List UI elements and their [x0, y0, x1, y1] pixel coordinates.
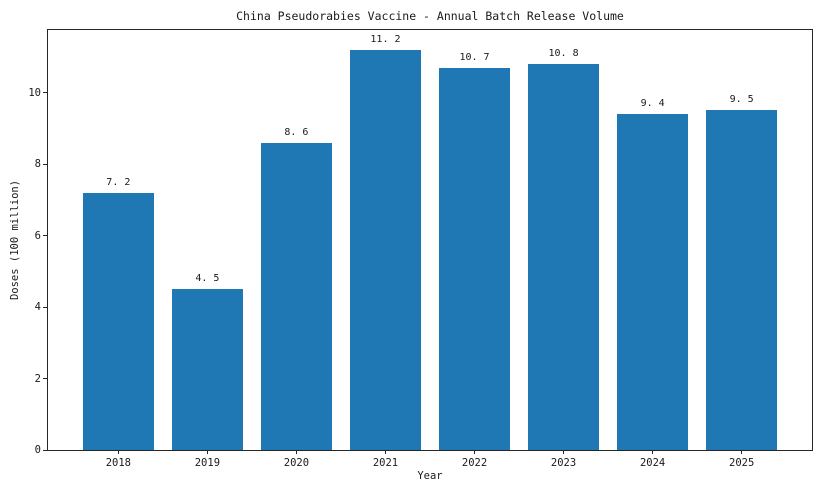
y-tick-label: 10	[28, 86, 41, 99]
x-tick-mark-2019	[206, 450, 208, 454]
x-tick-mark-2022	[474, 450, 476, 454]
y-tick-label: 2	[34, 372, 41, 385]
bar-value-label-2018: 7. 2	[106, 176, 131, 188]
x-tick-mark-2023	[563, 450, 565, 454]
x-tick-mark-2021	[384, 450, 386, 454]
y-tick-label: 6	[34, 229, 41, 242]
bar-value-label-2025: 9. 5	[729, 94, 754, 106]
x-tick-mark-2018	[117, 450, 119, 454]
x-tick-label-2023: 2023	[550, 457, 577, 469]
bar-2020	[260, 142, 333, 450]
y-tick-mark	[43, 449, 48, 451]
y-tick-label: 4	[34, 301, 41, 314]
bar-value-label-2024: 9. 4	[640, 98, 665, 109]
y-tick-mark	[43, 92, 48, 94]
x-tick-label-2024: 2024	[639, 457, 666, 469]
x-axis-label: Year	[417, 470, 443, 482]
bar-value-label-2023: 10. 8	[548, 47, 579, 59]
bar-2023	[527, 63, 600, 450]
y-tick-label: 8	[34, 158, 41, 171]
x-tick-mark-2025	[741, 450, 743, 454]
bar-2022	[438, 67, 511, 450]
bar-value-label-2022: 10. 7	[459, 51, 490, 63]
y-tick-mark	[43, 306, 48, 308]
bar-value-label-2019: 4. 5	[195, 273, 220, 285]
bar-2025	[706, 110, 778, 450]
bar-2019	[171, 289, 243, 450]
x-tick-label-2022: 2022	[461, 457, 488, 469]
y-tick-mark	[43, 235, 48, 237]
y-tick-label: 0	[34, 444, 41, 456]
bar-value-label-2021: 11. 2	[370, 33, 401, 45]
x-tick-mark-2020	[295, 450, 297, 454]
x-tick-label-2025: 2025	[728, 457, 755, 469]
plot-area: 0 2 4 6 8 10 7. 2 2018 4. 5 2019 8. 6 2020 11. 2 2021…	[28, 29, 813, 469]
bar-2018	[82, 192, 154, 450]
x-tick-label-2020: 2020	[283, 457, 310, 469]
y-tick-mark	[43, 378, 48, 379]
bar-2024	[616, 114, 689, 450]
bar-2021	[349, 49, 422, 450]
bar-value-label-2020: 8. 6	[284, 126, 309, 138]
x-tick-mark-2024	[652, 450, 654, 454]
y-tick-mark	[43, 163, 48, 165]
x-tick-label-2019: 2019	[194, 457, 221, 469]
chart-title: China Pseudorabies Vaccine - Annual Batc…	[236, 9, 624, 23]
x-tick-label-2021: 2021	[372, 457, 399, 469]
x-tick-label-2018: 2018	[105, 457, 131, 469]
